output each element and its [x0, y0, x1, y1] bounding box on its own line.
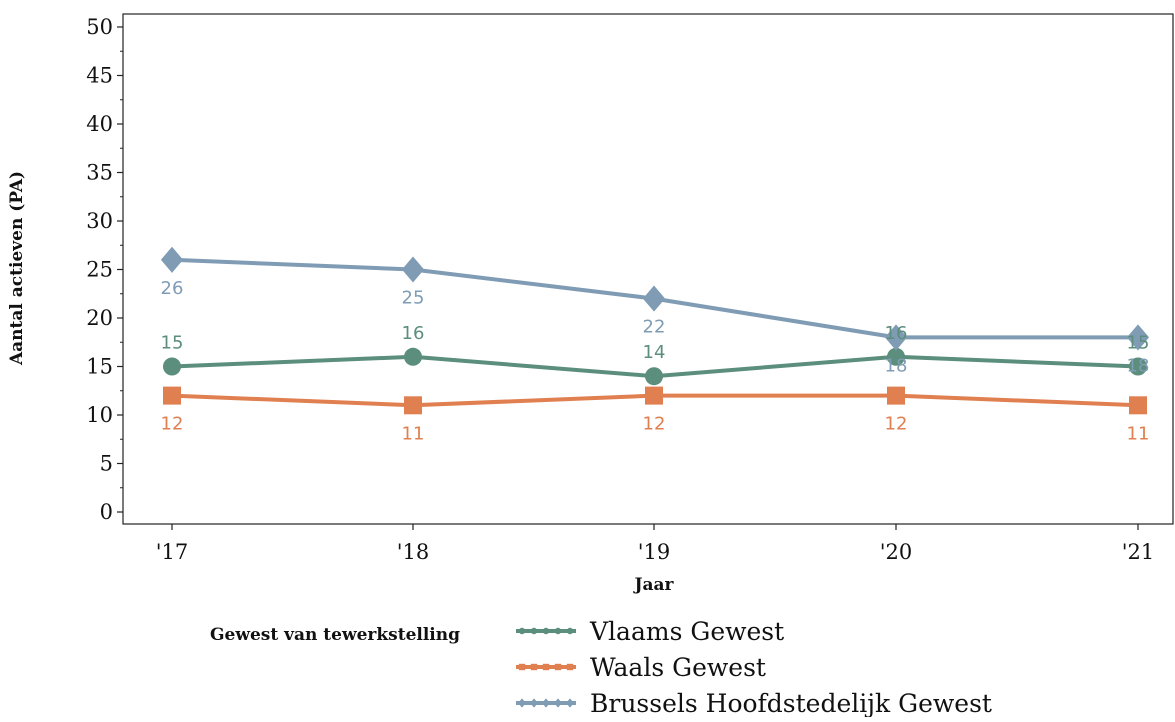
data-label-layer: 15 16 14 16 15 12 11 12 12 11 26 25 22 18 18: [161, 278, 1150, 445]
data-label: 25: [402, 288, 425, 309]
y-tick-label: 50: [86, 15, 113, 39]
data-label: 12: [885, 414, 908, 435]
data-point-square: [554, 663, 562, 671]
data-point-diamond: [518, 698, 526, 708]
data-label: 12: [161, 414, 184, 435]
y-tick-label: 45: [86, 64, 113, 88]
series-square: [163, 386, 1147, 415]
data-point-diamond: [401, 256, 425, 283]
data-point-circle: [645, 367, 663, 386]
x-tick-label: '17: [156, 540, 189, 564]
data-point-diamond: [542, 698, 550, 708]
y-axis-title: Aantal actieven (PA): [7, 171, 27, 366]
series-circle: [163, 347, 1147, 386]
data-point-square: [887, 386, 905, 405]
data-label: 18: [1127, 355, 1150, 376]
data-label: 12: [643, 414, 666, 435]
legend-title: Gewest van tewerkstelling: [210, 625, 460, 645]
data-point-diamond: [160, 246, 184, 273]
x-tick-label: '19: [638, 540, 671, 564]
data-point-square: [404, 396, 422, 415]
series-diamond: [160, 246, 1150, 351]
data-label: 16: [885, 323, 908, 344]
data-label: 16: [402, 323, 425, 344]
data-point-diamond: [642, 285, 666, 312]
data-point-square: [518, 663, 526, 671]
y-tick-label: 40: [86, 112, 113, 136]
y-tick-label: 30: [86, 209, 113, 233]
data-point-circle: [518, 627, 526, 635]
data-point-diamond: [1126, 324, 1150, 351]
data-point-square: [163, 386, 181, 405]
legend-label: Waals Gewest: [590, 653, 766, 682]
data-point-circle: [554, 627, 562, 635]
y-axis: 0 5 10 15 20 25 30 35 40 45 50: [86, 15, 123, 524]
data-point-square: [566, 663, 574, 671]
data-point-diamond: [884, 324, 908, 351]
data-point-circle: [542, 627, 550, 635]
data-point-diamond: [530, 698, 538, 708]
data-label: 18: [885, 355, 908, 376]
data-label: 26: [161, 278, 184, 299]
legend-item: Brussels Hoofdstedelijk Gewest: [516, 689, 992, 718]
data-point-circle: [1129, 357, 1147, 376]
data-point-circle: [566, 627, 574, 635]
data-point-diamond: [566, 698, 574, 708]
data-point-diamond: [554, 698, 562, 708]
legend-label: Vlaams Gewest: [589, 617, 784, 646]
legend-label: Brussels Hoofdstedelijk Gewest: [590, 689, 992, 717]
y-tick-label: 15: [86, 355, 113, 379]
x-tick-label: '21: [1122, 540, 1155, 564]
data-label: 11: [402, 423, 425, 444]
y-tick-label: 20: [86, 306, 113, 330]
data-label: 15: [161, 333, 184, 354]
y-tick-label: 35: [86, 161, 113, 185]
legend-item: Vlaams Gewest: [516, 617, 784, 646]
x-axis: '17 '18 '19 '20 '21: [156, 524, 1155, 564]
y-tick-label: 0: [100, 500, 113, 524]
series-layer: [160, 246, 1150, 415]
data-point-square: [1129, 396, 1147, 415]
data-label: 15: [1127, 333, 1150, 354]
data-point-square: [645, 386, 663, 405]
y-tick-label: 5: [100, 452, 113, 476]
plot-frame: [122, 13, 1174, 525]
legend: Vlaams Gewest Waals Gewest Brussels Hoofds…: [516, 617, 992, 718]
data-label: 14: [643, 342, 666, 363]
x-tick-label: '20: [880, 540, 913, 564]
data-point-square: [530, 663, 538, 671]
y-tick-label: 10: [86, 403, 113, 427]
legend-item: Waals Gewest: [516, 653, 766, 682]
data-point-circle: [530, 627, 538, 635]
data-point-circle: [163, 357, 181, 376]
data-point-circle: [887, 347, 905, 366]
x-axis-title: Jaar: [632, 575, 674, 595]
data-point-square: [542, 663, 550, 671]
data-label: 11: [1127, 423, 1150, 444]
x-tick-label: '18: [397, 540, 430, 564]
data-point-circle: [404, 347, 422, 366]
y-tick-label: 25: [86, 258, 113, 282]
data-label: 22: [643, 317, 666, 338]
